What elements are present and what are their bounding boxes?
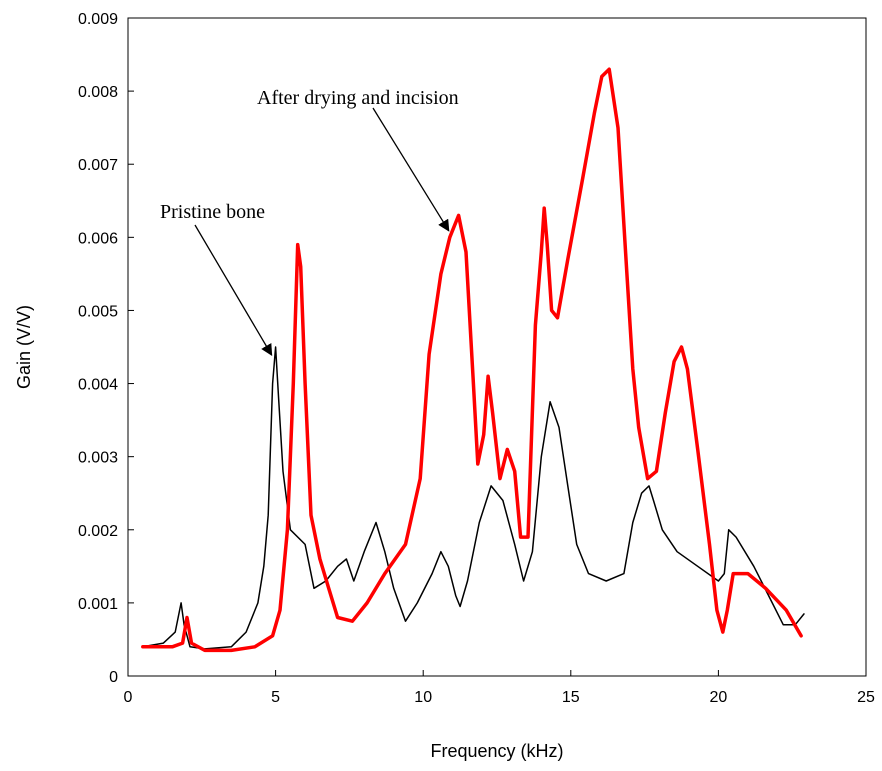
- x-tick-label: 15: [562, 689, 580, 706]
- pristine-bone-line: [142, 346, 805, 650]
- y-tick-label: 0.002: [78, 523, 118, 540]
- y-tick-label: 0.009: [78, 11, 118, 28]
- after-drying-line: [141, 67, 803, 653]
- annotation-layer: [194, 107, 450, 357]
- y-tick-label: 0.003: [78, 450, 118, 467]
- x-axis-title: Frequency (kHz): [430, 741, 563, 761]
- x-tick-label: 25: [857, 689, 875, 706]
- annotation-arrow: [372, 107, 450, 232]
- y-tick-label: 0.005: [78, 303, 118, 320]
- y-tick-label: 0: [109, 669, 118, 686]
- y-tick-label: 0.004: [78, 377, 118, 394]
- plot-border: [127, 17, 867, 677]
- x-tick-label: 0: [124, 689, 133, 706]
- y-tick-label: 0.007: [78, 157, 118, 174]
- x-tick-label: 5: [271, 689, 280, 706]
- axis-ticks: 0 5 10 15 20 25 0 0.001 0.002 0.003 0.004 0.005 0.00…: [78, 11, 875, 706]
- x-tick-label: 20: [710, 689, 728, 706]
- y-tick-label: 0.008: [78, 84, 118, 101]
- series-layer: [141, 67, 805, 653]
- plot-area: [127, 17, 867, 677]
- annotation-arrow: [194, 224, 273, 357]
- y-tick-label: 0.001: [78, 596, 118, 613]
- y-axis-title: Gain (V/V): [14, 305, 34, 389]
- annotation-label-after-drying: After drying and incision: [257, 87, 459, 109]
- y-tick-label: 0.006: [78, 230, 118, 247]
- annotation-label-pristine: Pristine bone: [160, 201, 265, 223]
- x-tick-label: 10: [414, 689, 432, 706]
